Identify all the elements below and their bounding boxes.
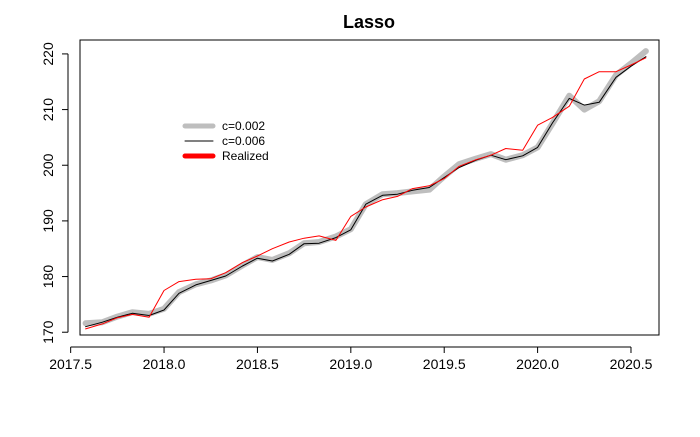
legend-label: Realized: [222, 149, 269, 163]
y-tick-label: 200: [40, 153, 56, 177]
y-tick-label: 220: [40, 42, 56, 66]
legend-label: c=0.002: [222, 119, 265, 133]
series-line-c-0-002: [82, 48, 649, 327]
chart-title: Lasso: [343, 12, 395, 32]
series-layer: [82, 48, 649, 330]
legend-label: c=0.006: [222, 134, 265, 148]
plot-frame: [79, 39, 660, 336]
x-tick-label: 2018.0: [143, 356, 186, 372]
y-tick-label: 180: [40, 265, 56, 289]
x-tick-label: 2020.5: [610, 356, 653, 372]
x-tick-label: 2019.0: [329, 356, 372, 372]
y-tick-label: 210: [40, 98, 56, 122]
series-line-c-0-006: [85, 56, 647, 328]
x-tick-label: 2017.5: [49, 356, 92, 372]
y-tick-label: 190: [40, 209, 56, 233]
y-axis: 170 180 190 200 210 220: [40, 42, 69, 344]
series-line-realized: [85, 57, 647, 330]
x-tick-label: 2020.0: [516, 356, 559, 372]
x-tick-label: 2018.5: [236, 356, 279, 372]
x-tick-label: 2019.5: [423, 356, 466, 372]
x-axis: 2017.5 2018.0 2018.5 2019.0 2019.5 2020.0 2020…: [49, 346, 653, 372]
y-tick-label: 170: [40, 320, 56, 344]
